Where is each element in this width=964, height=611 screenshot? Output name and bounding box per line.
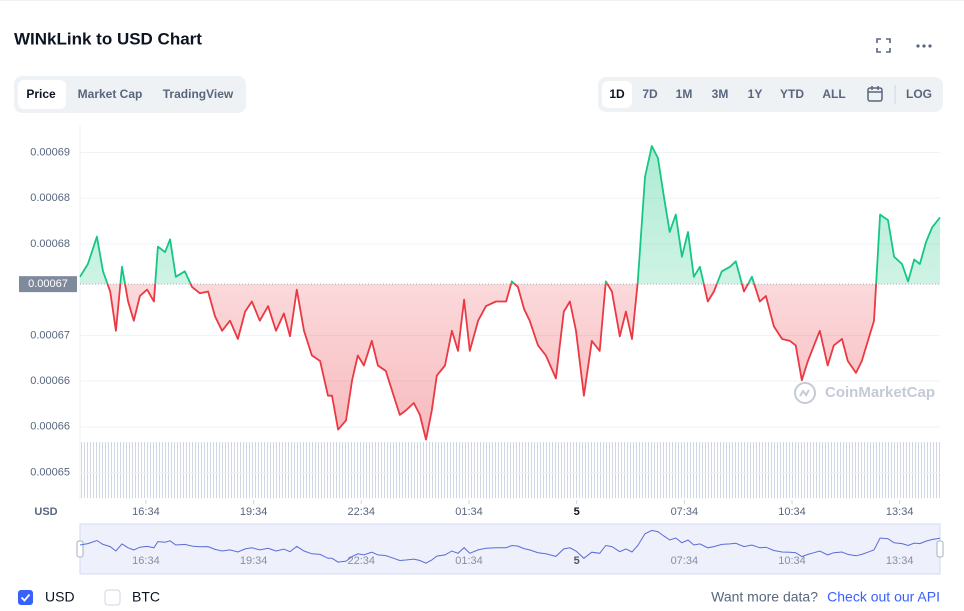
x-tick-label: 5 (574, 506, 580, 518)
x-tick-label: 19:34 (240, 506, 268, 518)
range-button[interactable]: 1D (609, 87, 625, 101)
range-button[interactable]: 1M (676, 87, 693, 101)
area-up (80, 146, 940, 285)
price-label: 0.00067 (28, 278, 68, 290)
area-down (107, 284, 877, 440)
check-mark (20, 593, 31, 602)
navigator-tick-label: 22:34 (348, 555, 376, 567)
y-tick-label: 0.00068 (30, 238, 70, 250)
tab-group (14, 76, 246, 113)
tab[interactable]: TradingView (163, 87, 234, 101)
watermark: CoinMarketCap (825, 384, 935, 401)
log-button[interactable]: LOG (906, 87, 932, 101)
range-group (598, 77, 943, 112)
range-button[interactable]: ALL (822, 87, 845, 101)
price-label-bg (19, 276, 77, 293)
range-button[interactable]: YTD (780, 87, 804, 101)
navigator-tick-label: 10:34 (778, 555, 806, 567)
y-tick-label: 0.00069 (30, 146, 70, 158)
checkbox-checked[interactable] (18, 590, 33, 605)
navigator-handle[interactable] (936, 540, 944, 558)
y-tick-label: 0.00068 (30, 192, 70, 204)
navigator-tick-label: 13:34 (886, 555, 914, 567)
y-tick-label: 0.00065 (30, 466, 70, 478)
x-tick-label: 22:34 (348, 506, 376, 518)
price-line (79, 145, 941, 441)
tab-selected (18, 80, 66, 109)
navigator-handle[interactable] (76, 540, 84, 558)
navigator[interactable] (79, 523, 941, 575)
navigator-line (79, 529, 941, 564)
y-axis-label: USD (34, 506, 57, 518)
checkbox[interactable] (104, 589, 121, 606)
range-selected (602, 81, 632, 108)
x-tick-label: 16:34 (132, 506, 160, 518)
range-button[interactable]: 1Y (748, 87, 763, 101)
more-icon[interactable] (916, 44, 932, 48)
calendar-icon[interactable] (867, 86, 883, 102)
range-button[interactable]: 3M (712, 87, 729, 101)
navigator-tick-label: 07:34 (671, 555, 699, 567)
range-button[interactable]: 7D (642, 87, 658, 101)
x-tick-label: 10:34 (778, 506, 806, 518)
currency-label[interactable]: BTC (132, 589, 160, 605)
tab[interactable]: Market Cap (78, 87, 143, 101)
currency-label[interactable]: USD (45, 589, 75, 605)
chart-title: WINkLink to USD Chart (14, 29, 202, 48)
fullscreen-icon[interactable] (876, 38, 891, 53)
y-tick-label: 0.00067 (30, 329, 70, 341)
navigator-tick-label: 01:34 (455, 555, 483, 567)
navigator-tick-label: 19:34 (240, 555, 268, 567)
tab[interactable]: Price (26, 87, 56, 101)
y-tick-label: 0.00066 (30, 375, 70, 387)
navigator-tick-label: 5 (574, 555, 580, 567)
x-tick-label: 07:34 (671, 506, 699, 518)
footer-text: Want more data? (711, 589, 818, 605)
footer-link[interactable]: Check out our API (827, 589, 940, 605)
volume-bars (80, 442, 940, 498)
x-tick-label: 13:34 (886, 506, 914, 518)
x-tick-label: 01:34 (455, 506, 483, 518)
y-tick-label: 0.00066 (30, 421, 70, 433)
navigator-tick-label: 16:34 (132, 555, 160, 567)
watermark-logo (794, 382, 816, 404)
